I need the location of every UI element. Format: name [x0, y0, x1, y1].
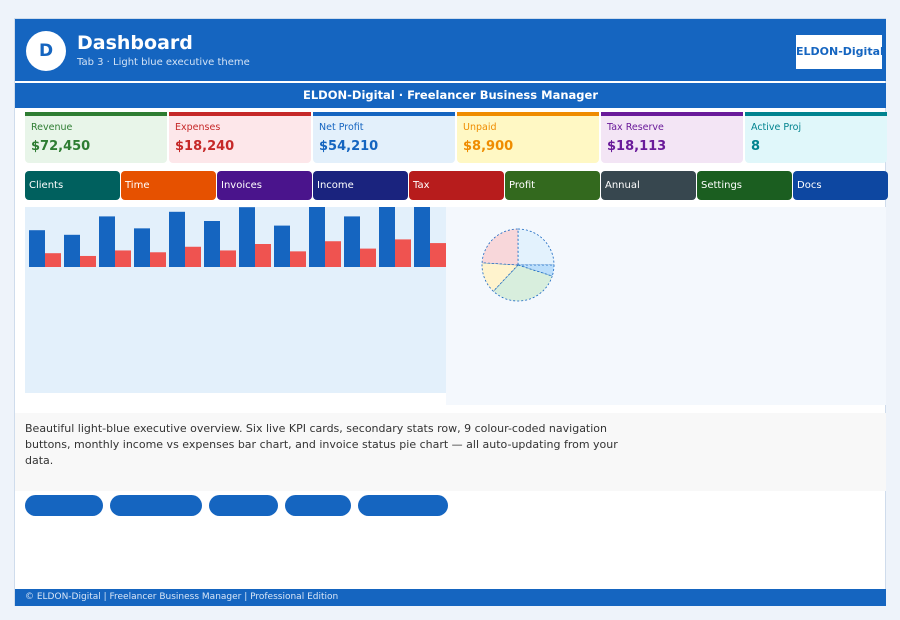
pie-slice	[481, 262, 519, 292]
nav-button-profit[interactable]: Profit	[505, 171, 600, 200]
invoice-status-chart	[446, 207, 886, 405]
kpi-card: Revenue $72,450	[25, 112, 167, 163]
income-bar	[239, 207, 255, 267]
kpi-card: Active Proj 8	[745, 112, 887, 163]
expense-bar	[290, 251, 306, 267]
income-bar	[169, 211, 185, 267]
nav-button-time[interactable]: Time	[121, 171, 216, 200]
kpi-label: Tax Reserve	[607, 122, 664, 133]
pie-chart-svg	[481, 228, 555, 302]
nav-button-tax[interactable]: Tax	[409, 171, 504, 200]
income-bar	[134, 228, 150, 267]
expense-bar	[80, 255, 96, 267]
income-bar	[274, 225, 290, 267]
bar-chart-svg	[29, 193, 446, 267]
description-text: Beautiful light-blue executive overview.…	[25, 422, 618, 467]
nav-button-clients[interactable]: Clients	[25, 171, 120, 200]
expense-bar	[185, 246, 201, 267]
kpi-label: Net Profit	[319, 122, 364, 133]
kpi-value: $18,240	[175, 139, 235, 154]
kpi-card: Tax Reserve $18,113	[601, 112, 743, 163]
kpi-label: Revenue	[31, 122, 73, 133]
action-pill-4[interactable]	[285, 495, 351, 516]
kpi-card: Expenses $18,240	[169, 112, 311, 163]
expense-bar	[360, 248, 376, 267]
nav-button-annual[interactable]: Annual	[601, 171, 696, 200]
expense-bar	[220, 250, 236, 267]
income-bar	[99, 216, 115, 267]
kpi-value: $8,900	[463, 139, 514, 154]
pie-slice	[517, 228, 555, 266]
kpi-value: 8	[751, 139, 761, 154]
app-banner: ELDON-Digital · Freelancer Business Mana…	[15, 83, 886, 108]
action-pill-1[interactable]	[25, 495, 103, 516]
income-bar	[379, 193, 395, 267]
action-pill-2[interactable]	[110, 495, 202, 516]
brand-logo: ELDON-Digital	[796, 35, 884, 69]
action-pill-5[interactable]	[358, 495, 448, 516]
expense-bar	[115, 250, 131, 267]
footer: © ELDON-Digital | Freelancer Business Ma…	[15, 589, 886, 606]
page-title: Dashboard	[77, 32, 193, 54]
income-bar	[414, 200, 430, 267]
description-panel: Beautiful light-blue executive overview.…	[15, 413, 886, 491]
income-bar	[29, 230, 45, 267]
page-subtitle: Tab 3 · Light blue executive theme	[77, 57, 250, 68]
kpi-value: $18,113	[607, 139, 667, 154]
expense-bar	[430, 243, 446, 267]
kpi-label: Unpaid	[463, 122, 497, 133]
income-bar	[344, 216, 360, 267]
expense-bar	[325, 241, 341, 267]
income-bar	[204, 221, 220, 267]
expense-bar	[45, 253, 61, 267]
kpi-value: $72,450	[31, 139, 91, 154]
app-window: D Dashboard Tab 3 · Light blue executive…	[14, 18, 888, 606]
header-bar: D Dashboard Tab 3 · Light blue executive…	[15, 19, 886, 81]
nav-button-docs[interactable]: Docs	[793, 171, 888, 200]
income-bar	[64, 234, 80, 267]
nav-button-settings[interactable]: Settings	[697, 171, 792, 200]
avatar: D	[26, 31, 66, 71]
expense-bar	[255, 244, 271, 267]
action-pill-3[interactable]	[209, 495, 278, 516]
income-expense-chart	[25, 193, 446, 393]
kpi-value: $54,210	[319, 139, 379, 154]
income-bar	[309, 202, 325, 267]
kpi-card: Unpaid $8,900	[457, 112, 599, 163]
kpi-label: Expenses	[175, 122, 221, 133]
expense-bar	[395, 239, 411, 267]
pie-slice	[481, 228, 519, 266]
kpi-card: Net Profit $54,210	[313, 112, 455, 163]
expense-bar	[150, 252, 166, 267]
pie-slice	[492, 264, 553, 302]
nav-button-income[interactable]: Income	[313, 171, 408, 200]
nav-button-invoices[interactable]: Invoices	[217, 171, 312, 200]
kpi-label: Active Proj	[751, 122, 802, 133]
